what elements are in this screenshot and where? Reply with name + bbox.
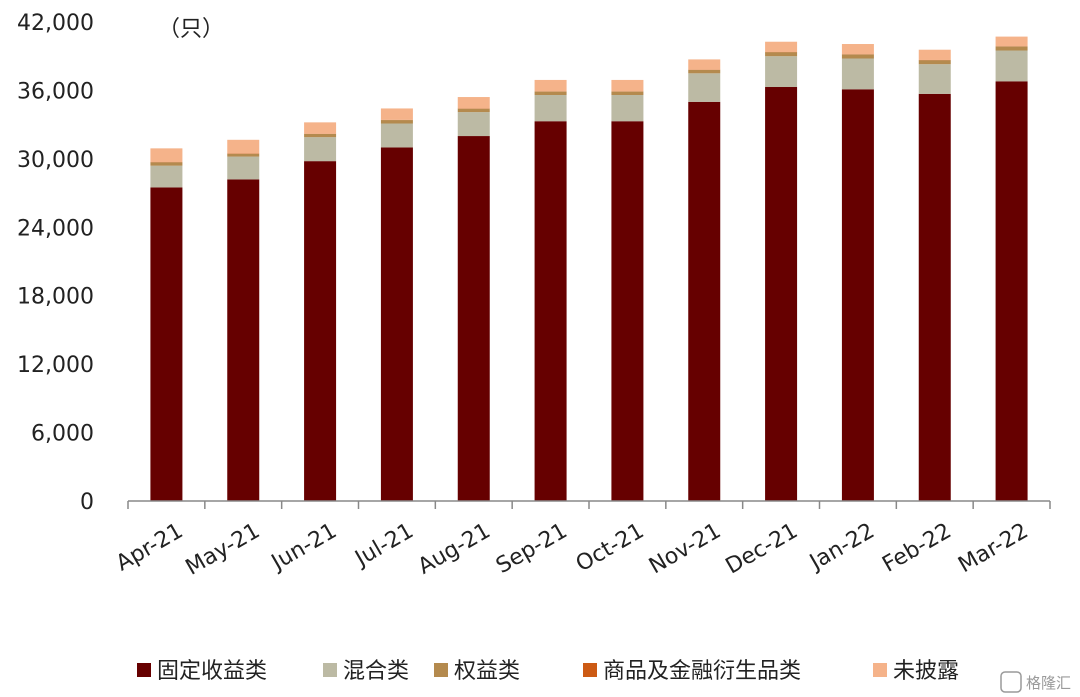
bar-segment xyxy=(611,91,644,95)
bar-segment xyxy=(380,123,413,148)
bar-segment xyxy=(995,36,1028,47)
bar-segment xyxy=(611,121,644,501)
bar-segment xyxy=(534,121,567,501)
bar-segment xyxy=(150,162,183,166)
x-tick-label: Feb-22 xyxy=(878,519,955,578)
x-tick-label: Jan-22 xyxy=(804,519,879,577)
legend-label: 未披露 xyxy=(893,659,959,684)
bar-segment xyxy=(534,94,567,122)
bar-segment xyxy=(995,50,1028,82)
bar-segment xyxy=(841,54,874,59)
x-tick-label: Jun-21 xyxy=(266,519,341,577)
watermark-logo-icon xyxy=(1000,671,1022,693)
bar-segment xyxy=(765,52,798,57)
bar-segment xyxy=(918,60,951,65)
bar-segment xyxy=(457,108,490,113)
legend-label: 固定收益类 xyxy=(157,659,267,684)
x-tick-label: Apr-21 xyxy=(112,519,187,577)
x-tick-label: Mar-22 xyxy=(954,519,1032,579)
bar-segment xyxy=(457,97,490,109)
bar-segment xyxy=(688,73,721,102)
x-tick-label: Sep-21 xyxy=(492,519,572,579)
bar-segment xyxy=(918,64,951,94)
y-axis-ticks: 0 6,000 12,000 18,000 24,000 30,000 36,000 42,0… xyxy=(17,11,94,515)
legend-label: 商品及金融衍生品类 xyxy=(603,659,801,684)
bar-segment xyxy=(457,136,490,502)
bar-segment xyxy=(227,139,260,154)
y-tick-label: 12,000 xyxy=(17,353,94,378)
legend-label: 混合类 xyxy=(343,659,409,684)
bar-segment xyxy=(304,133,337,138)
y-tick-label: 42,000 xyxy=(17,11,94,36)
bar-segment xyxy=(688,101,721,501)
x-tick-label: Nov-21 xyxy=(645,519,725,580)
bar-segment xyxy=(841,44,874,55)
bar-segment xyxy=(457,112,490,137)
y-tick-label: 24,000 xyxy=(17,216,94,241)
bar-segment xyxy=(227,156,260,180)
x-tick-label: Dec-21 xyxy=(722,519,802,580)
bar-segment xyxy=(227,153,260,157)
bar-segment xyxy=(304,122,337,134)
bar-segment xyxy=(380,147,413,501)
bar-segment xyxy=(150,187,183,501)
legend-swatch xyxy=(873,663,887,677)
bar-segment xyxy=(765,41,798,52)
legend-swatch xyxy=(434,663,448,677)
bar-segment xyxy=(688,69,721,74)
bar-segment xyxy=(534,79,567,92)
bar-segment xyxy=(150,165,183,188)
bar-segment xyxy=(841,58,874,90)
legend: 固定收益类 混合类 权益类 商品及金融衍生品类 未披露 xyxy=(137,659,959,684)
legend-swatch xyxy=(583,663,597,677)
bars xyxy=(150,36,1028,502)
bar-segment xyxy=(918,93,951,501)
x-tick-label: May-21 xyxy=(182,519,265,581)
bar-segment xyxy=(841,89,874,502)
y-tick-label: 30,000 xyxy=(17,148,94,173)
bar-segment xyxy=(918,49,951,60)
legend-label: 权益类 xyxy=(454,659,520,684)
bar-segment xyxy=(150,148,183,163)
bar-segment xyxy=(227,179,260,501)
legend-swatch xyxy=(323,663,337,677)
bar-segment xyxy=(304,137,337,162)
bar-segment xyxy=(380,108,413,120)
bar-segment xyxy=(380,120,413,124)
bar-segment xyxy=(534,91,567,95)
bar-segment xyxy=(995,46,1028,51)
bar-segment xyxy=(611,79,644,92)
y-tick-label: 18,000 xyxy=(17,285,94,310)
x-tick-label: Jul-21 xyxy=(350,519,418,573)
bar-segment xyxy=(611,94,644,122)
bar-segment xyxy=(688,59,721,70)
y-tick-label: 0 xyxy=(80,490,94,515)
x-tick-label: Oct-21 xyxy=(572,519,649,578)
watermark-text: 格隆汇 xyxy=(1026,674,1071,692)
bar-segment xyxy=(304,161,337,501)
unit-label: （只） xyxy=(158,17,224,42)
bar-segment xyxy=(995,81,1028,502)
legend-swatch xyxy=(137,663,151,677)
x-tick-label: Aug-21 xyxy=(414,519,495,580)
watermark: 格隆汇 xyxy=(1000,671,1071,693)
bar-segment xyxy=(765,87,798,501)
bar-segment xyxy=(765,56,798,88)
y-tick-label: 36,000 xyxy=(17,79,94,104)
y-tick-label: 6,000 xyxy=(31,422,94,447)
